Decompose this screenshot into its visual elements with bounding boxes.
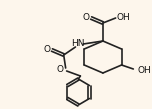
Text: HN: HN xyxy=(71,38,84,48)
Text: OH: OH xyxy=(117,13,130,21)
Text: OH: OH xyxy=(137,66,151,74)
Text: O: O xyxy=(43,44,50,54)
Text: O: O xyxy=(83,13,90,21)
Text: O: O xyxy=(56,65,63,73)
